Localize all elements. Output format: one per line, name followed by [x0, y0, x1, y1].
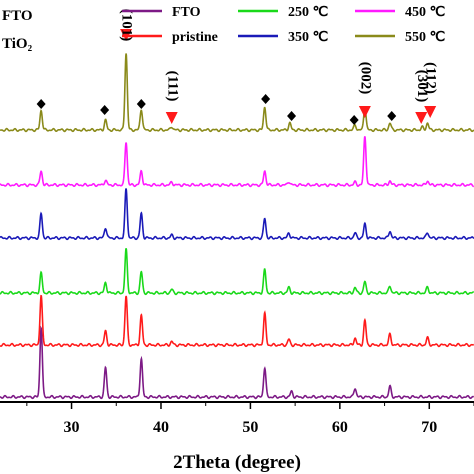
fto-diamond-marker: [287, 111, 297, 121]
tio2-triangle-marker: [424, 106, 437, 118]
tio2-plane-label: (112): [423, 62, 439, 94]
series-line-fto: [0, 325, 474, 400]
tio2-triangle-marker: [415, 112, 428, 124]
x-axis: 30 40 50 60 70: [0, 401, 474, 436]
x-tick-label: 50: [242, 419, 258, 436]
fto-diamond-marker: [261, 94, 271, 104]
legend-entry-label: pristine: [172, 30, 218, 45]
fto-diamond-marker: [36, 99, 46, 109]
legend-entry-label: 450 ℃: [405, 5, 446, 20]
legend-entry-label: 250 ℃: [288, 5, 329, 20]
x-tick-label: 40: [153, 419, 169, 436]
x-tick-label: 60: [332, 419, 348, 436]
fto-diamond-marker: [100, 105, 110, 115]
series-line-550-: [0, 53, 474, 133]
legend-entry-label: 550 ℃: [405, 30, 446, 45]
legend-phase-tio2: TiO₂: [2, 36, 33, 52]
tio2-plane-label: (101): [119, 9, 135, 42]
fto-diamond-marker: [136, 99, 146, 109]
tio2-triangle-marker: [358, 106, 371, 118]
tio2-plane-label: (111): [164, 71, 180, 102]
series-line-450-: [0, 136, 474, 188]
x-tick-label: 70: [421, 419, 437, 436]
x-axis-label: 2Theta (degree): [173, 452, 301, 473]
tio2-triangle-marker: [165, 112, 178, 124]
series-line-350-: [0, 188, 474, 241]
tio2-plane-label: (301): [414, 70, 430, 103]
series-line-pristine: [0, 294, 474, 348]
legend-entry-label: FTO: [172, 5, 201, 20]
legend: FTO TiO₂ FTO pristine 250 ℃ 350 ℃ 450 ℃ 550 ℃: [2, 5, 446, 52]
series-line-250-: [0, 248, 474, 296]
fto-diamond-marker: [349, 115, 359, 125]
series-layer: [0, 53, 474, 400]
fto-diamond-marker: [387, 111, 397, 121]
marker-layer: (101) (111) (002) (301)(112): [36, 9, 439, 125]
legend-phase-fto: FTO: [2, 8, 33, 24]
x-tick-label: 30: [64, 419, 80, 436]
legend-entry-label: 350 ℃: [288, 30, 329, 45]
tio2-plane-label: (002): [357, 62, 373, 95]
